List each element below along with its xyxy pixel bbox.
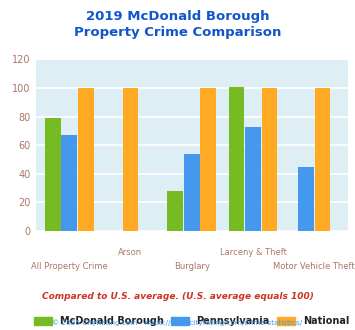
Legend: McDonald Borough, Pennsylvania, National: McDonald Borough, Pennsylvania, National <box>31 313 352 329</box>
Text: Burglary: Burglary <box>174 262 210 271</box>
Bar <box>45 118 60 231</box>
Bar <box>167 191 183 231</box>
Text: Larceny & Theft: Larceny & Theft <box>219 248 286 257</box>
Bar <box>262 88 277 231</box>
Text: All Property Crime: All Property Crime <box>31 262 108 271</box>
Bar <box>245 127 261 231</box>
Text: Arson: Arson <box>118 248 142 257</box>
Bar <box>78 88 94 231</box>
Bar <box>61 135 77 231</box>
Text: Compared to U.S. average. (U.S. average equals 100): Compared to U.S. average. (U.S. average … <box>42 292 313 301</box>
Bar <box>315 88 331 231</box>
Bar <box>298 167 314 231</box>
Text: © 2025 CityRating.com - https://www.cityrating.com/crime-statistics/: © 2025 CityRating.com - https://www.city… <box>53 319 302 326</box>
Bar <box>229 86 244 231</box>
Bar <box>122 88 138 231</box>
Text: Motor Vehicle Theft: Motor Vehicle Theft <box>273 262 355 271</box>
Bar <box>184 154 200 231</box>
Text: 2019 McDonald Borough
Property Crime Comparison: 2019 McDonald Borough Property Crime Com… <box>74 10 281 39</box>
Bar <box>200 88 216 231</box>
